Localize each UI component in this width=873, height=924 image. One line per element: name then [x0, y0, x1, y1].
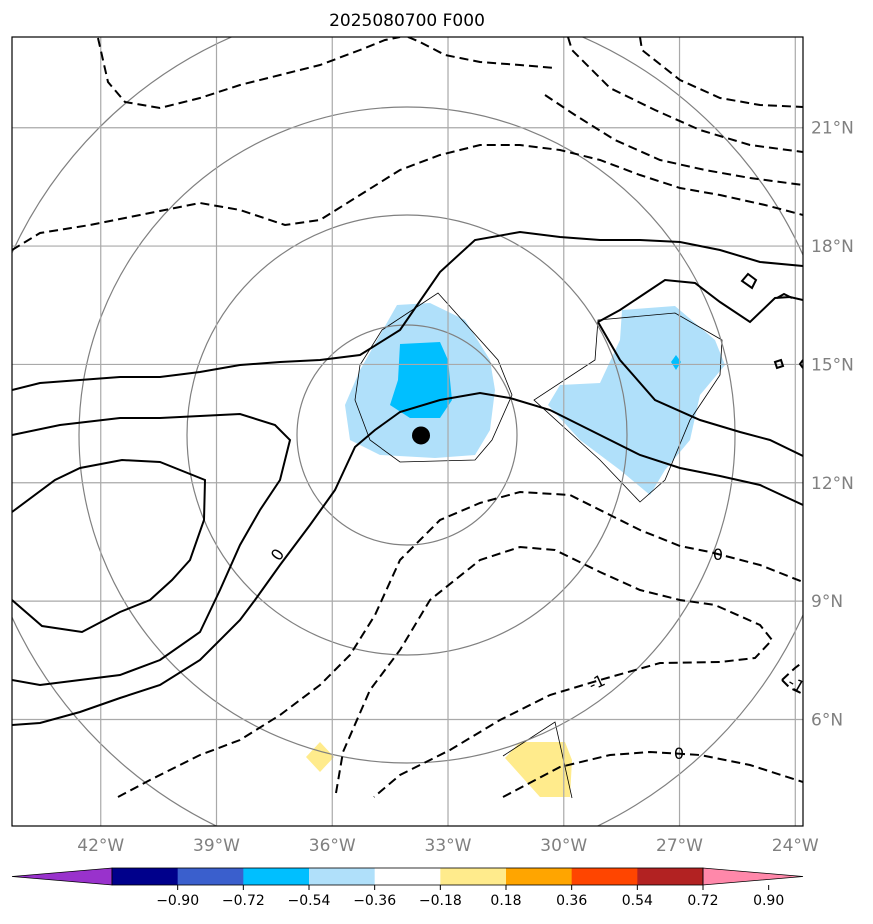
figure-title: 2025080700 F000	[329, 11, 485, 31]
contour-labels: 0 0 0 -1 -1	[267, 545, 808, 763]
shading-outlines	[354, 292, 723, 799]
map-area: 0 0 0 -1 -1	[12, 37, 808, 826]
colorbar-swatch	[374, 868, 441, 885]
contour-label: 0	[267, 545, 288, 564]
latitude-tick-label: 21°N	[811, 119, 854, 139]
colorbar-swatch	[243, 868, 310, 885]
colorbar-swatch	[309, 868, 376, 885]
yellow-area-south	[505, 742, 572, 797]
contour-label: 0	[713, 545, 723, 564]
colorbar-swatch	[112, 868, 179, 885]
latitude-tick-label: 18°N	[811, 237, 854, 257]
latitude-tick-label: 6°N	[811, 710, 843, 730]
blue-dot-east	[671, 355, 681, 370]
colorbar-tick-label: 0.36	[556, 893, 587, 909]
shaded-field	[306, 303, 725, 797]
range-rings	[12, 37, 803, 826]
storm-center-marker	[412, 426, 431, 445]
longitude-tick-label: 36°W	[309, 836, 356, 856]
light-blue-area-east	[548, 306, 725, 495]
map-frame	[11, 36, 804, 827]
colorbar-tick-label: 0.18	[490, 893, 521, 909]
latitude-labels: 6°N 9°N 12°N 15°N 18°N 21°N	[811, 119, 854, 731]
graticule	[12, 37, 803, 826]
colorbar-tick-label: −0.54	[288, 893, 331, 909]
latitude-tick-label: 9°N	[811, 592, 843, 612]
solid-contours	[12, 230, 803, 726]
longitude-tick-label: 27°W	[656, 836, 703, 856]
blue-area-core	[390, 342, 452, 418]
longitude-tick-label: 30°W	[540, 836, 587, 856]
colorbar-swatch	[440, 868, 507, 885]
latitude-tick-label: 15°N	[811, 355, 854, 375]
contour-label: -1	[785, 672, 808, 696]
longitude-tick-label: 42°W	[77, 836, 124, 856]
colorbar-frame	[111, 867, 704, 886]
colorbar-swatch	[571, 868, 638, 885]
colorbar-tick-label: 0.90	[753, 893, 784, 909]
longitude-tick-label: 39°W	[193, 836, 240, 856]
colorbar: −0.90 −0.72 −0.54 −0.36 −0.18 0.18 0.36 0.54 0.7…	[11, 867, 804, 909]
colorbar-swatch	[637, 868, 704, 885]
colorbar-tick-label: −0.90	[156, 893, 199, 909]
contour-label: 0	[674, 744, 684, 763]
longitude-tick-label: 33°W	[425, 836, 472, 856]
colorbar-extend-high	[702, 867, 804, 886]
colorbar-swatch	[506, 868, 573, 885]
colorbar-tick-label: 0.72	[687, 893, 718, 909]
dashed-contours	[12, 37, 803, 798]
colorbar-tick-label: −0.18	[419, 893, 462, 909]
longitude-tick-label: 24°W	[772, 836, 819, 856]
colorbar-swatch	[177, 868, 244, 885]
colorbar-tick-label: −0.36	[353, 893, 396, 909]
yellow-dot-south-west	[306, 742, 334, 772]
latitude-tick-label: 12°N	[811, 474, 854, 494]
colorbar-extend-low	[11, 867, 113, 886]
longitude-labels: 42°W 39°W 36°W 33°W 30°W 27°W 24°W	[77, 836, 819, 856]
contour-label: -1	[586, 671, 608, 695]
colorbar-tick-label: −0.72	[222, 893, 265, 909]
colorbar-tick-label: 0.54	[622, 893, 653, 909]
